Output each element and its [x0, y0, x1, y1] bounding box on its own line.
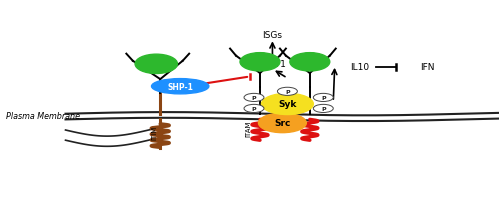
Text: P: P	[252, 106, 256, 111]
Circle shape	[258, 114, 306, 133]
Circle shape	[244, 105, 264, 113]
Text: P: P	[252, 95, 256, 100]
Text: IL10: IL10	[350, 63, 370, 72]
Circle shape	[278, 88, 297, 96]
Text: STAT1: STAT1	[259, 60, 286, 69]
Ellipse shape	[135, 55, 178, 74]
Text: ITIM: ITIM	[152, 125, 158, 140]
Text: Syk: Syk	[278, 100, 296, 109]
Circle shape	[314, 105, 334, 113]
Text: P: P	[321, 95, 326, 100]
Circle shape	[244, 94, 264, 102]
Text: P: P	[321, 106, 326, 111]
Circle shape	[262, 94, 314, 115]
Ellipse shape	[240, 53, 280, 72]
Text: ITAM: ITAM	[246, 120, 252, 136]
Circle shape	[314, 94, 334, 102]
Ellipse shape	[290, 53, 330, 72]
Text: Plasma Membrane: Plasma Membrane	[6, 112, 80, 121]
Text: ISGs: ISGs	[262, 31, 282, 40]
Text: P: P	[285, 89, 290, 94]
Text: Src: Src	[274, 119, 290, 128]
Text: IFN: IFN	[420, 63, 434, 72]
Text: SHP-1: SHP-1	[168, 82, 193, 91]
Ellipse shape	[152, 79, 209, 94]
